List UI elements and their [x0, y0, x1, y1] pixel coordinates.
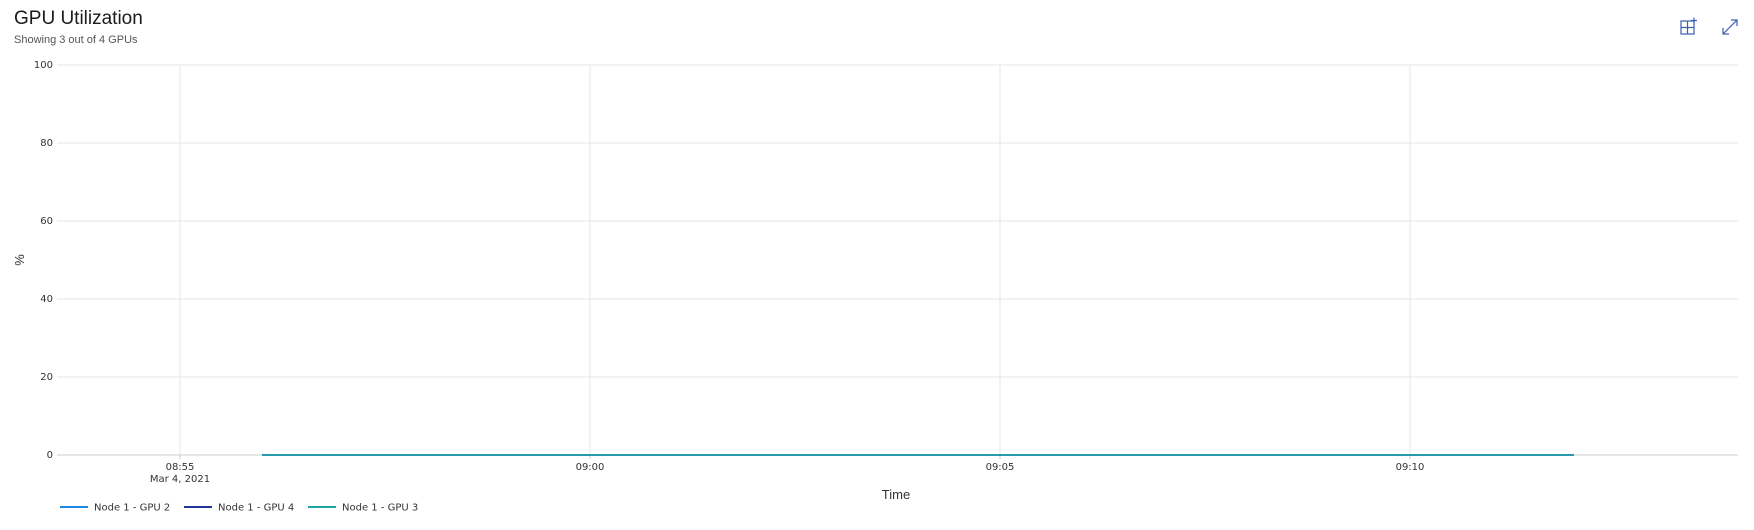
- x-tick-label: 09:00: [576, 462, 605, 473]
- chart-subtitle: Showing 3 out of 4 GPUs: [14, 34, 138, 46]
- y-tick-label: 100: [34, 60, 53, 71]
- legend: Node 1 - GPU 2 Node 1 - GPU 4 Node 1 - GPU…: [60, 503, 418, 514]
- expand-button[interactable]: [1719, 16, 1741, 38]
- x-tick-sublabel: Mar 4, 2021: [150, 474, 210, 485]
- x-tick-label: 09:10: [1396, 462, 1425, 473]
- legend-label-1: Node 1 - GPU 2: [94, 503, 170, 514]
- y-axis: 0 20 40 60 80 100: [34, 60, 53, 461]
- y-tick-label: 60: [40, 216, 53, 227]
- y-tick-label: 40: [40, 294, 53, 305]
- legend-label-2: Node 1 - GPU 4: [218, 503, 294, 514]
- grid-lines: [57, 64, 1738, 456]
- x-tick-label: 09:05: [986, 462, 1015, 473]
- chart-title: GPU Utilization: [14, 8, 143, 29]
- y-tick-label: 0: [47, 450, 53, 461]
- legend-label-3: Node 1 - GPU 3: [342, 503, 418, 514]
- y-axis-title: %: [12, 254, 27, 266]
- pin-to-dashboard-button[interactable]: [1678, 16, 1700, 38]
- y-tick-label: 80: [40, 138, 53, 149]
- expand-icon: [1722, 19, 1738, 35]
- y-tick-label: 20: [40, 372, 53, 383]
- x-axis-title: Time: [882, 487, 910, 502]
- x-tick-label: 08:55: [166, 462, 195, 473]
- pin-to-dashboard-icon: [1680, 17, 1697, 35]
